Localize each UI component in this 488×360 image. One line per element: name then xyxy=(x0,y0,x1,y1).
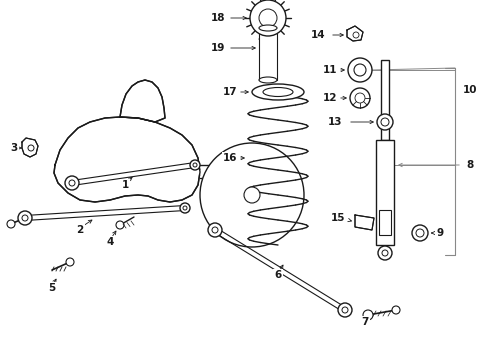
Circle shape xyxy=(116,221,124,229)
Circle shape xyxy=(347,58,371,82)
Text: 13: 13 xyxy=(327,117,342,127)
Circle shape xyxy=(349,88,369,108)
Ellipse shape xyxy=(251,84,304,100)
Circle shape xyxy=(259,9,276,27)
Polygon shape xyxy=(22,138,38,157)
Circle shape xyxy=(65,176,79,190)
Circle shape xyxy=(28,145,34,151)
Polygon shape xyxy=(54,117,200,202)
Circle shape xyxy=(352,32,358,38)
Text: 7: 7 xyxy=(361,317,368,327)
Text: 14: 14 xyxy=(310,30,325,40)
Circle shape xyxy=(411,225,427,241)
Circle shape xyxy=(354,93,364,103)
Circle shape xyxy=(377,246,391,260)
Text: 8: 8 xyxy=(466,160,473,170)
Circle shape xyxy=(193,163,197,167)
Text: 6: 6 xyxy=(274,270,281,280)
Bar xyxy=(378,210,390,235)
Circle shape xyxy=(362,310,372,320)
Circle shape xyxy=(183,206,186,210)
Text: 10: 10 xyxy=(462,85,476,95)
Polygon shape xyxy=(354,215,373,230)
Circle shape xyxy=(376,114,392,130)
Text: 19: 19 xyxy=(210,43,225,53)
Text: 15: 15 xyxy=(330,213,345,223)
Bar xyxy=(380,60,388,140)
Bar xyxy=(375,140,393,245)
Ellipse shape xyxy=(263,87,292,96)
Circle shape xyxy=(7,220,15,228)
Ellipse shape xyxy=(259,77,276,83)
Text: 17: 17 xyxy=(222,87,237,97)
Circle shape xyxy=(337,303,351,317)
Ellipse shape xyxy=(259,25,276,31)
Bar xyxy=(259,28,276,80)
Circle shape xyxy=(180,203,190,213)
Text: 4: 4 xyxy=(106,237,113,247)
Circle shape xyxy=(341,307,347,313)
Circle shape xyxy=(249,0,285,36)
Circle shape xyxy=(190,160,200,170)
Text: 16: 16 xyxy=(223,153,237,163)
Circle shape xyxy=(207,223,222,237)
Text: 5: 5 xyxy=(48,283,56,293)
Text: 3: 3 xyxy=(10,143,18,153)
Text: 18: 18 xyxy=(210,13,225,23)
Text: 2: 2 xyxy=(76,225,83,235)
Text: 1: 1 xyxy=(121,180,128,190)
Polygon shape xyxy=(346,26,362,41)
Polygon shape xyxy=(120,80,164,122)
Circle shape xyxy=(22,215,28,221)
Circle shape xyxy=(18,211,32,225)
Text: 12: 12 xyxy=(322,93,337,103)
Text: 9: 9 xyxy=(436,228,443,238)
Circle shape xyxy=(244,187,260,203)
Circle shape xyxy=(69,180,75,186)
Circle shape xyxy=(391,306,399,314)
Circle shape xyxy=(353,64,365,76)
Circle shape xyxy=(66,258,74,266)
Text: 11: 11 xyxy=(322,65,337,75)
Circle shape xyxy=(381,250,387,256)
Circle shape xyxy=(200,143,304,247)
Circle shape xyxy=(380,118,388,126)
Circle shape xyxy=(212,227,218,233)
Circle shape xyxy=(415,229,423,237)
